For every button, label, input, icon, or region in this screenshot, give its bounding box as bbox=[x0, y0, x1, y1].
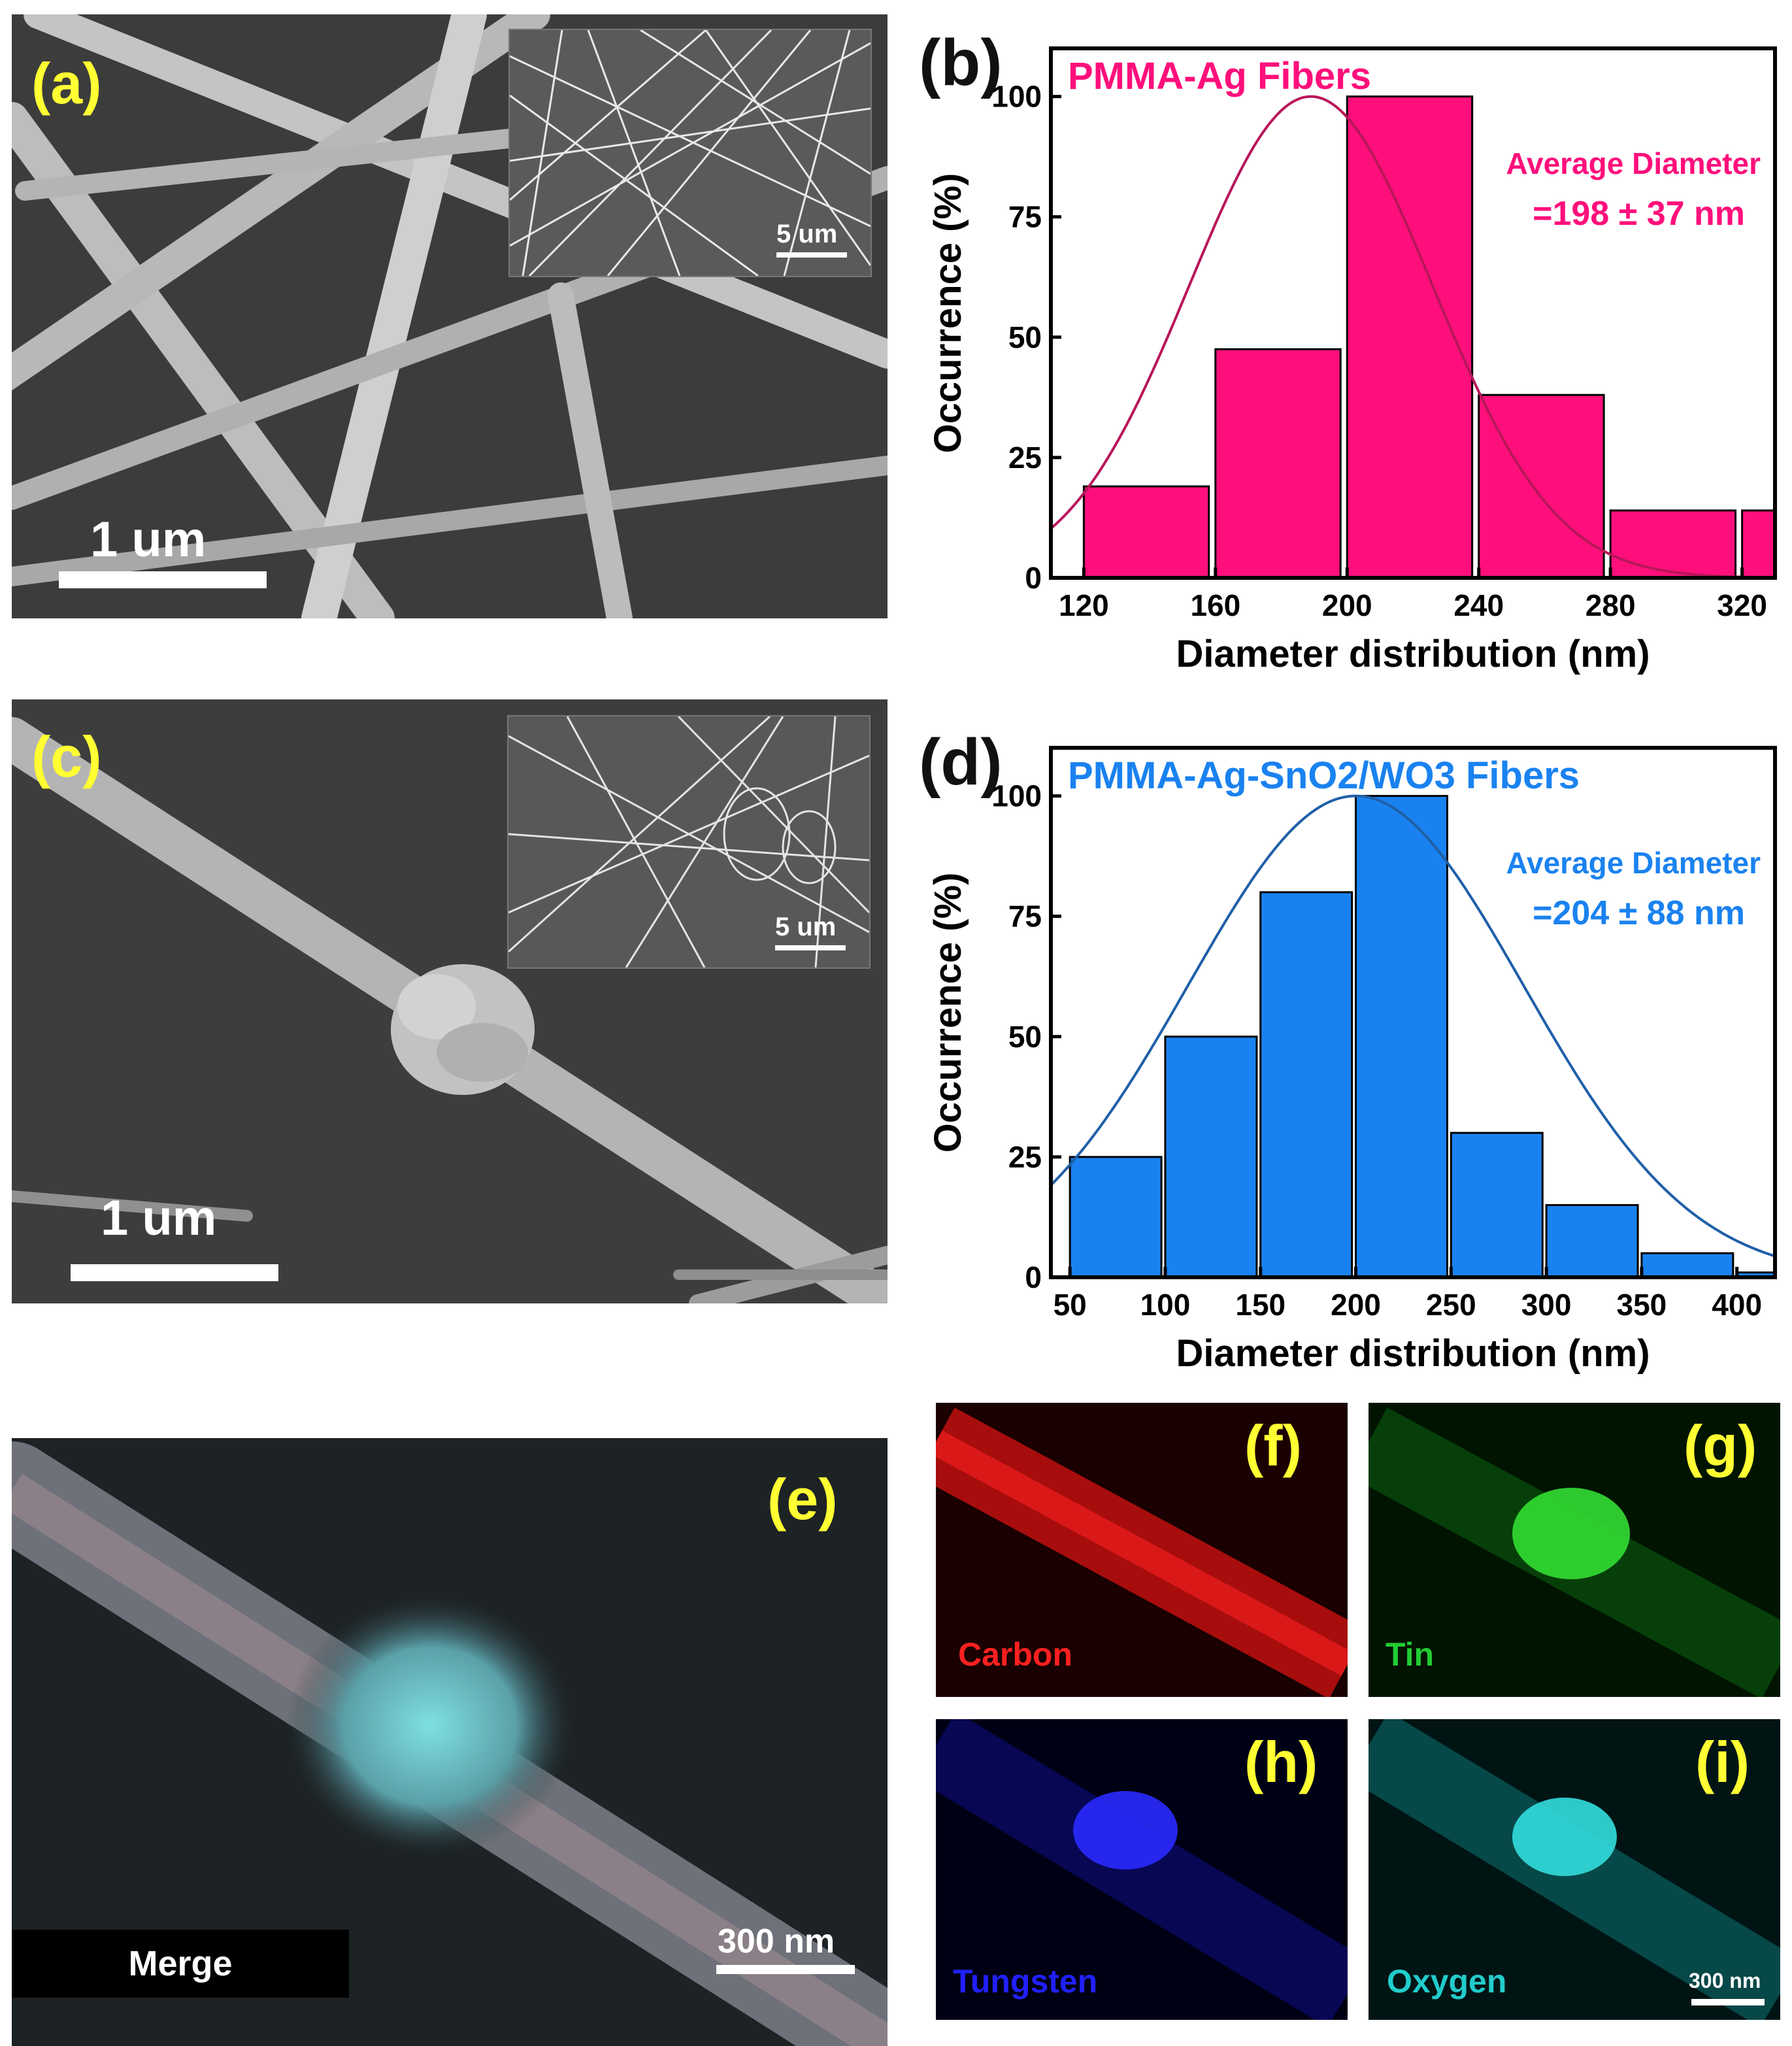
merge-caption: Merge bbox=[12, 1930, 349, 1998]
chart-d-svg: 0 25 50 75 100 50 100 150 200 250 300 350 400 Diamete… bbox=[927, 746, 1777, 1375]
scale-label-e: 300 nm bbox=[718, 1922, 835, 1960]
panel-label-i: (i) bbox=[1695, 1730, 1750, 1794]
chart-b-fit-curve bbox=[1051, 95, 1775, 578]
chart-b-bar-4 bbox=[1609, 509, 1737, 578]
chart-d-bar-5 bbox=[1545, 1204, 1639, 1277]
chart-d-xtick-label-1: 100 bbox=[1140, 1288, 1191, 1322]
edx-map-carbon: (f) Carbon bbox=[936, 1403, 1348, 1697]
panel-label-h: (h) bbox=[1244, 1730, 1318, 1794]
tin-map-image bbox=[1369, 1403, 1780, 1697]
panel-label-f: (f) bbox=[1244, 1413, 1302, 1478]
chart-d-bar-4 bbox=[1450, 1132, 1544, 1277]
chart-b-xtick-label-3: 240 bbox=[1453, 588, 1504, 622]
panel-label-c: (c) bbox=[31, 724, 102, 789]
chart-d-ytick-label-1: 25 bbox=[1008, 1140, 1042, 1174]
inset-fiber-network-a bbox=[510, 30, 871, 276]
tungsten-map-image bbox=[936, 1719, 1348, 2020]
scale-bar-a bbox=[59, 571, 267, 588]
scale-bar-e bbox=[716, 1965, 855, 1974]
chart-b-ytick-label-2: 50 bbox=[1008, 320, 1042, 354]
chart-d-ylabel: Occurrence (%) bbox=[927, 873, 969, 1153]
chart-d-xtick-label-7: 400 bbox=[1712, 1288, 1762, 1322]
chart-d-xtick-label-2: 150 bbox=[1235, 1288, 1286, 1322]
scale-bar-c bbox=[71, 1264, 278, 1281]
panel-label-e: (e) bbox=[767, 1467, 838, 1532]
element-label-tungsten: Tungsten bbox=[953, 1963, 1098, 2000]
inset-scale-label-a: 5 um bbox=[776, 220, 838, 248]
chart-d-ytick-label-2: 50 bbox=[1008, 1020, 1042, 1054]
panel-label-d: (d) bbox=[919, 726, 1003, 799]
edx-map-tungsten: (h) Tungsten bbox=[936, 1719, 1348, 2020]
inset-scale-bar-a bbox=[776, 252, 847, 258]
histogram-b: (b) 0 25 50 75 100 120 160 200 240 280 320 Diameter… bbox=[895, 0, 1792, 693]
histogram-d: (d) 0 25 50 75 100 50 100 150 200 250 300 350 400 Dia… bbox=[895, 699, 1792, 1392]
chart-d-annotation-line1: Average Diameter bbox=[1506, 846, 1761, 880]
scale-label-c: 1 um bbox=[101, 1190, 217, 1246]
panel-label-b: (b) bbox=[919, 26, 1003, 99]
element-label-oxygen: Oxygen bbox=[1387, 1963, 1507, 2000]
chart-d-xtick-label-5: 300 bbox=[1521, 1288, 1572, 1322]
chart-d-ytick-label-3: 75 bbox=[1008, 899, 1042, 933]
chart-b-bar-3 bbox=[1478, 394, 1605, 578]
scale-label-i: 300 nm bbox=[1689, 1969, 1761, 1992]
chart-d-bar-3 bbox=[1355, 795, 1448, 1277]
chart-b-ytick-label-3: 75 bbox=[1008, 200, 1042, 234]
chart-d-plot-area bbox=[1051, 794, 1775, 1277]
chart-b-bar-5 bbox=[1741, 509, 1775, 578]
inset-scale-bar-c bbox=[775, 945, 846, 950]
chart-b-bar-1 bbox=[1214, 348, 1342, 578]
scale-bar-i bbox=[1691, 1999, 1765, 2005]
chart-b-xtick-label-0: 120 bbox=[1059, 588, 1109, 622]
chart-d-fit-curve bbox=[1051, 794, 1775, 1258]
edx-merge-map-e: (e) Merge 300 nm bbox=[12, 1438, 888, 2046]
chart-d-ytick-label-0: 0 bbox=[1025, 1260, 1042, 1294]
chart-b-annotation-line1: Average Diameter bbox=[1506, 146, 1761, 180]
chart-b-xtick-label-5: 320 bbox=[1717, 588, 1767, 622]
scale-label-a: 1 um bbox=[90, 512, 207, 567]
chart-d-xtick-label-6: 350 bbox=[1617, 1288, 1667, 1322]
chart-b-xlabel: Diameter distribution (nm) bbox=[1176, 633, 1650, 675]
chart-b-ylabel: Occurrence (%) bbox=[927, 173, 969, 454]
inset-image-a: 5 um bbox=[508, 29, 872, 277]
chart-d-xtick-label-3: 200 bbox=[1331, 1288, 1381, 1322]
chart-d-frame bbox=[1049, 746, 1777, 1279]
inset-image-c: 5 um bbox=[507, 715, 871, 969]
chart-d-bar-1 bbox=[1164, 1035, 1258, 1277]
sem-image-c: 5 um (c) 1 um bbox=[12, 699, 888, 1303]
oxygen-map-image bbox=[1369, 1719, 1780, 2020]
chart-b-svg: 0 25 50 75 100 120 160 200 240 280 320 Diameter dis… bbox=[927, 46, 1777, 675]
panel-label-g: (g) bbox=[1684, 1413, 1757, 1478]
element-label-carbon: Carbon bbox=[958, 1636, 1072, 1673]
sem-image-a: 5 um (a) 1 um bbox=[12, 14, 888, 618]
inset-scale-label-c: 5 um bbox=[775, 913, 837, 941]
chart-b-frame bbox=[1049, 46, 1777, 580]
chart-d-xtick-label-4: 250 bbox=[1426, 1288, 1476, 1322]
chart-b-annotation-line2: =198 ± 37 nm bbox=[1533, 195, 1745, 233]
edx-map-oxygen: (i) Oxygen 300 nm bbox=[1369, 1719, 1780, 2020]
chart-d-title: PMMA-Ag-SnO2/WO3 Fibers bbox=[1068, 754, 1580, 797]
chart-b-ytick-label-1: 25 bbox=[1008, 441, 1042, 475]
chart-b-ytick-label-0: 0 bbox=[1025, 561, 1042, 595]
chart-b-xtick-label-1: 160 bbox=[1190, 588, 1240, 622]
chart-b-ytick-label-4: 100 bbox=[991, 80, 1042, 114]
carbon-map-image bbox=[936, 1403, 1348, 1697]
panel-label-a: (a) bbox=[31, 51, 102, 116]
element-label-tin: Tin bbox=[1385, 1636, 1435, 1673]
chart-b-plot-area bbox=[1051, 95, 1775, 578]
chart-d-xtick-label-0: 50 bbox=[1054, 1288, 1087, 1322]
chart-d-bar-0 bbox=[1069, 1156, 1163, 1277]
chart-b-xtick-label-2: 200 bbox=[1322, 588, 1372, 622]
chart-d-ytick-label-4: 100 bbox=[991, 779, 1042, 813]
chart-d-annotation-line2: =204 ± 88 nm bbox=[1533, 894, 1745, 932]
chart-d-bar-2 bbox=[1259, 891, 1353, 1277]
chart-b-bar-0 bbox=[1082, 485, 1210, 578]
chart-d-xlabel: Diameter distribution (nm) bbox=[1176, 1332, 1650, 1375]
chart-b-xtick-label-4: 280 bbox=[1585, 588, 1636, 622]
edx-map-tin: (g) Tin bbox=[1369, 1403, 1780, 1697]
chart-b-bar-2 bbox=[1346, 95, 1474, 578]
chart-b-title: PMMA-Ag Fibers bbox=[1068, 55, 1371, 97]
inset-fiber-network-c bbox=[508, 716, 869, 967]
chart-d-bar-6 bbox=[1640, 1252, 1734, 1277]
